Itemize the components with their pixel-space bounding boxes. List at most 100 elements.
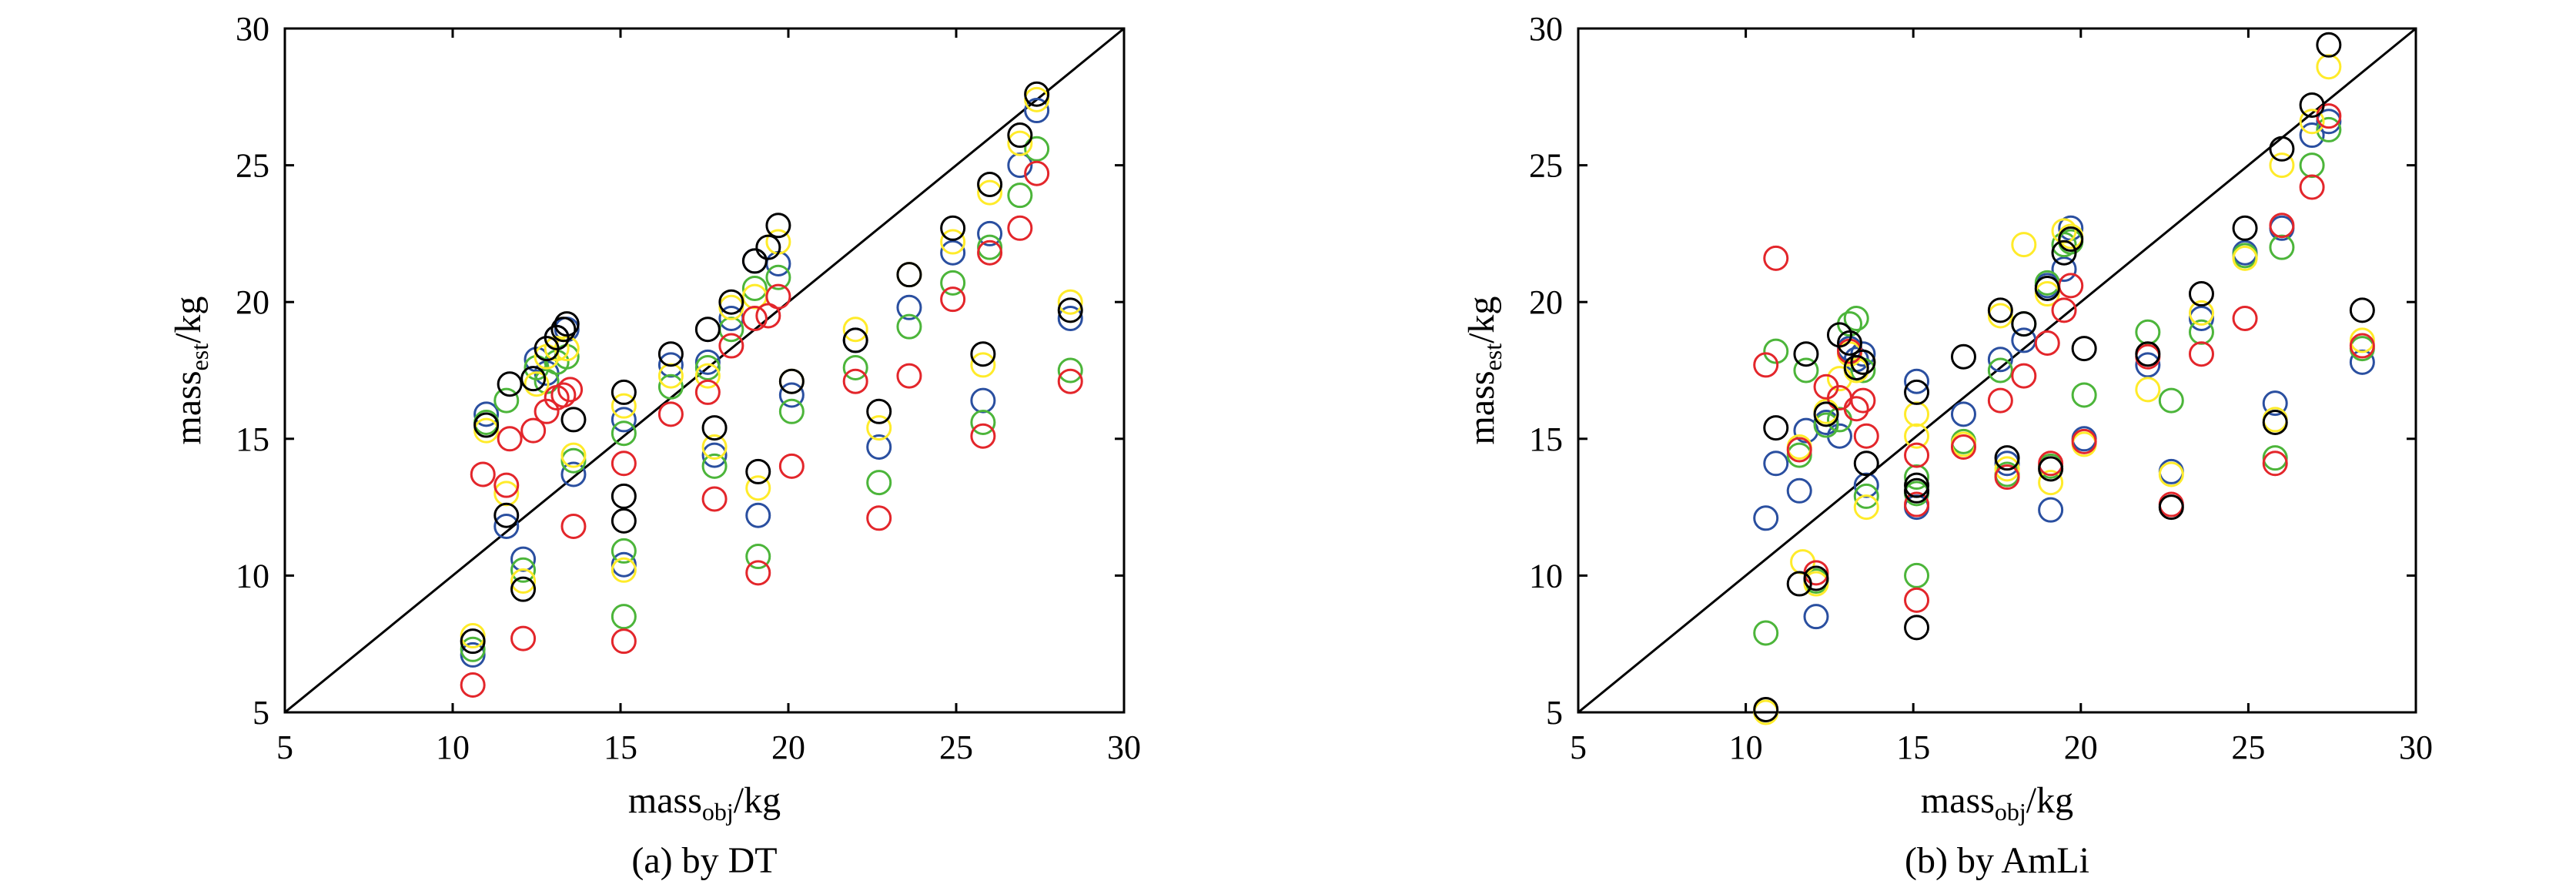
data-point [493, 513, 520, 539]
data-point [694, 363, 721, 389]
data-point [2299, 174, 2325, 200]
data-point [2158, 494, 2184, 521]
data-point [842, 317, 868, 343]
data-point [1803, 571, 1829, 597]
data-point [745, 458, 771, 484]
x-tick-label: 25 [2231, 729, 2265, 766]
data-point [2316, 32, 2342, 58]
data-point [510, 546, 537, 572]
data-point [1813, 401, 1839, 427]
y-tick-label: 25 [1529, 147, 1563, 185]
x-tick-label: 20 [771, 729, 805, 766]
data-point [473, 401, 500, 427]
data-point [1057, 289, 1083, 315]
data-point [657, 341, 684, 367]
data-point [1786, 571, 1812, 597]
data-point [557, 377, 584, 403]
data-point [866, 470, 892, 496]
data-point [977, 239, 1003, 266]
data-point [1904, 368, 1930, 394]
data-point [694, 379, 721, 405]
data-point [2299, 122, 2325, 149]
y-tick-label: 30 [1529, 10, 1563, 48]
series-black [460, 81, 1083, 655]
data-point [1904, 477, 1930, 504]
scatter-panel-dt: 5 10 15 20 25 30 5 10 15 20 25 30 massobj/kg massest/… [168, 10, 1141, 881]
data-point [1843, 354, 1869, 380]
data-point [2349, 297, 2375, 323]
data-point [1994, 456, 2020, 482]
data-point [2262, 390, 2288, 417]
data-point [1763, 338, 1789, 364]
y-tick-label: 10 [236, 557, 269, 595]
data-point [718, 289, 744, 315]
data-point [2135, 341, 2161, 367]
data-point [1753, 505, 1779, 531]
data-point [842, 368, 868, 394]
data-point [1853, 494, 1879, 521]
data-point [657, 401, 684, 427]
data-point [2038, 470, 2064, 496]
data-point [1853, 472, 1879, 498]
data-point [534, 398, 560, 424]
data-point [2262, 409, 2288, 435]
data-point [701, 434, 728, 460]
data-point [718, 333, 744, 359]
data-point [2262, 445, 2288, 471]
x-axis-label: massobj/kg [1921, 780, 2073, 826]
data-point [741, 306, 768, 332]
data-point [470, 461, 496, 487]
data-point [1057, 297, 1083, 323]
reference-line [284, 27, 1125, 714]
data-point [1753, 620, 1779, 646]
data-point [2232, 245, 2258, 271]
data-point [896, 313, 922, 340]
data-point [611, 451, 637, 477]
x-tick-label: 30 [2399, 729, 2433, 766]
x-tick-label: 20 [2064, 729, 2098, 766]
data-point [701, 453, 728, 479]
data-point [560, 461, 587, 487]
data-point [977, 171, 1003, 197]
data-point [1024, 160, 1050, 186]
x-tick-label: 30 [1107, 729, 1141, 766]
data-point [1057, 306, 1083, 332]
data-point [460, 636, 486, 662]
data-point [1950, 434, 1976, 460]
data-point [611, 604, 637, 630]
data-point [611, 507, 637, 534]
data-point [1007, 215, 1033, 241]
data-point [1904, 587, 1930, 613]
data-point [550, 317, 577, 343]
plot-frame [1577, 27, 2417, 714]
data-point [510, 568, 537, 595]
data-point [493, 472, 520, 498]
data-point [611, 420, 637, 447]
data-point [1826, 407, 1852, 433]
data-point [510, 557, 537, 583]
data-point [940, 286, 966, 313]
series-blue [460, 98, 1083, 668]
series-green [460, 136, 1083, 662]
data-point [1007, 183, 1033, 209]
series-blue [1753, 109, 2375, 630]
data-point [778, 453, 805, 479]
y-axis-label: massest/kg [1461, 296, 1507, 445]
series-green [1753, 116, 2375, 646]
data-point [755, 234, 781, 260]
data-point [1904, 401, 1930, 427]
data-point [2188, 281, 2214, 307]
data-point [745, 560, 771, 586]
data-point [2034, 330, 2060, 356]
data-point [2011, 363, 2037, 389]
data-point [657, 352, 684, 378]
data-point [765, 213, 791, 239]
data-point [866, 415, 892, 441]
data-point [544, 336, 570, 362]
data-point [778, 382, 805, 408]
y-tick-label: 15 [236, 420, 269, 458]
data-point [520, 417, 547, 444]
data-point [701, 415, 728, 441]
data-point [1793, 357, 1819, 384]
